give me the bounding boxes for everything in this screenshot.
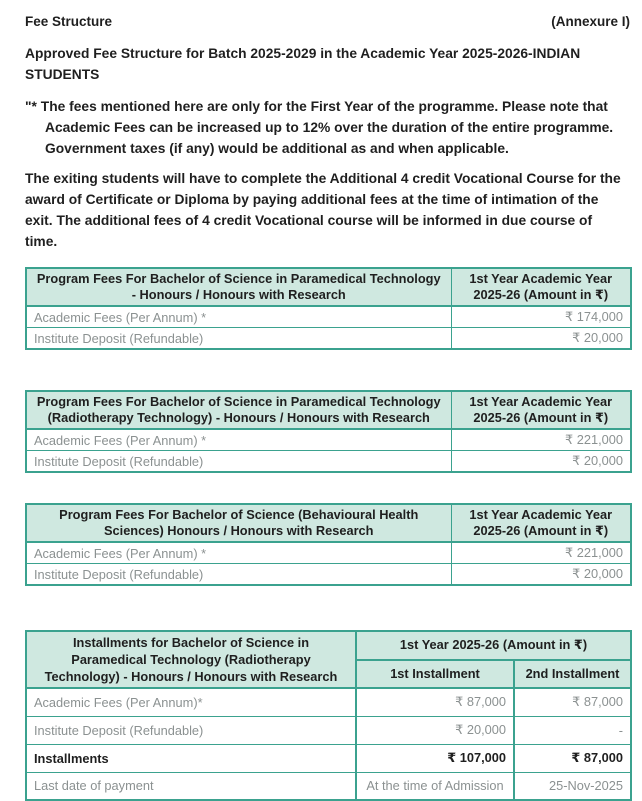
table-subheader-row: 1st Installment 2nd Installment bbox=[26, 659, 632, 689]
amount-header-cell: 1st Year Academic Year 2025-26 (Amount i… bbox=[450, 267, 632, 307]
installment-1-amount: ₹ 107,000 bbox=[355, 743, 515, 773]
annexure-label: (Annexure I) bbox=[551, 14, 630, 29]
exit-note-paragraph: The exiting students will have to comple… bbox=[25, 171, 621, 249]
installments-total-row: Installments ₹ 107,000 ₹ 87,000 bbox=[25, 743, 632, 773]
note-text: The fees mentioned here are only for the… bbox=[40, 99, 614, 156]
fee-label: Academic Fees (Per Annum) * bbox=[25, 541, 452, 564]
fee-amount: ₹ 20,000 bbox=[450, 450, 632, 473]
table-row: Institute Deposit (Refundable) ₹ 20,000 … bbox=[25, 715, 632, 745]
fee-amount: ₹ 221,000 bbox=[450, 428, 632, 451]
second-installment-header-cell: 2nd Installment bbox=[513, 659, 632, 689]
note-marker: "* bbox=[25, 99, 37, 114]
document-subtitle: Approved Fee Structure for Batch 2025-20… bbox=[25, 46, 581, 82]
fee-amount: ₹ 20,000 bbox=[450, 327, 632, 350]
installment-2-amount: - bbox=[513, 715, 632, 745]
table-row: Academic Fees (Per Annum) * ₹ 221,000 bbox=[25, 541, 632, 564]
fee-note-paragraph: "* The fees mentioned here are only for … bbox=[25, 96, 625, 159]
fee-label: Institute Deposit (Refundable) bbox=[25, 327, 452, 350]
page-title: Fee Structure bbox=[25, 14, 113, 29]
table-row: Academic Fees (Per Annum) * ₹ 221,000 bbox=[25, 428, 632, 451]
program-header-cell: Program Fees For Bachelor of Science in … bbox=[25, 390, 452, 430]
installment-1-due-date: At the time of Admission bbox=[355, 771, 515, 801]
last-date-row: Last date of payment At the time of Admi… bbox=[25, 771, 632, 801]
fee-amount: ₹ 174,000 bbox=[450, 305, 632, 328]
table-row: Institute Deposit (Refundable) ₹ 20,000 bbox=[25, 563, 632, 586]
installment-1-amount: ₹ 20,000 bbox=[355, 715, 515, 745]
table-row: Academic Fees (Per Annum) * ₹ 174,000 bbox=[25, 305, 632, 328]
table-header-row: Installments for Bachelor of Science in … bbox=[25, 630, 632, 689]
fee-label: Last date of payment bbox=[25, 771, 357, 801]
fee-label: Academic Fees (Per Annum) * bbox=[25, 305, 452, 328]
installment-2-amount: ₹ 87,000 bbox=[513, 743, 632, 773]
table-row: Institute Deposit (Refundable) ₹ 20,000 bbox=[25, 327, 632, 350]
installments-program-header-cell: Installments for Bachelor of Science in … bbox=[25, 630, 357, 689]
table-row: Academic Fees (Per Annum)* ₹ 87,000 ₹ 87… bbox=[25, 687, 632, 717]
fee-label: Institute Deposit (Refundable) bbox=[25, 715, 357, 745]
fee-table-paramedical-technology: Program Fees For Bachelor of Science in … bbox=[25, 267, 632, 350]
fee-amount: ₹ 20,000 bbox=[450, 563, 632, 586]
first-installment-header-cell: 1st Installment bbox=[355, 659, 515, 689]
program-header-cell: Program Fees For Bachelor of Science (Be… bbox=[25, 503, 452, 543]
amount-header-cell: 1st Year Academic Year 2025-26 (Amount i… bbox=[450, 503, 632, 543]
installment-2-due-date: 25-Nov-2025 bbox=[513, 771, 632, 801]
table-header-row: Program Fees For Bachelor of Science in … bbox=[25, 390, 632, 430]
installments-table: Installments for Bachelor of Science in … bbox=[25, 630, 632, 801]
program-header-cell: Program Fees For Bachelor of Science in … bbox=[25, 267, 452, 307]
year-header-cell: 1st Year 2025-26 (Amount in ₹) bbox=[355, 630, 632, 661]
fee-label: Academic Fees (Per Annum)* bbox=[25, 687, 357, 717]
fee-amount: ₹ 221,000 bbox=[450, 541, 632, 564]
installment-1-amount: ₹ 87,000 bbox=[355, 687, 515, 717]
amount-header-cell: 1st Year Academic Year 2025-26 (Amount i… bbox=[450, 390, 632, 430]
fee-label: Academic Fees (Per Annum) * bbox=[25, 428, 452, 451]
fee-table-radiotherapy-technology: Program Fees For Bachelor of Science in … bbox=[25, 390, 632, 473]
fee-label: Institute Deposit (Refundable) bbox=[25, 563, 452, 586]
fee-label: Installments bbox=[25, 743, 357, 773]
fee-label: Institute Deposit (Refundable) bbox=[25, 450, 452, 473]
document-header: Fee Structure (Annexure I) bbox=[25, 13, 630, 31]
installment-2-amount: ₹ 87,000 bbox=[513, 687, 632, 717]
table-row: Institute Deposit (Refundable) ₹ 20,000 bbox=[25, 450, 632, 473]
table-header-row: Program Fees For Bachelor of Science in … bbox=[25, 267, 632, 307]
fee-table-behavioural-health-sciences: Program Fees For Bachelor of Science (Be… bbox=[25, 503, 632, 586]
table-header-row: Program Fees For Bachelor of Science (Be… bbox=[25, 503, 632, 543]
